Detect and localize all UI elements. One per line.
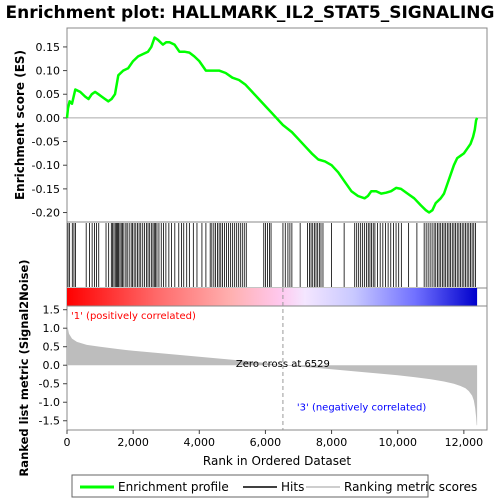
es-line: [65, 36, 479, 214]
es-y-tick-label: 0.05: [36, 88, 61, 101]
es-y-tick-label: 0.15: [36, 41, 61, 54]
metric-y-tick-label: -0.5: [39, 378, 60, 391]
es-y-tick-label: 0.10: [36, 65, 61, 78]
metric-y-tick-label: 0.5: [43, 341, 61, 354]
es-panel: 0.15 0.10 0.05 0.00 -0.05 -0.10 -0.15 -0.20 Enr…: [13, 27, 488, 223]
es-y-tick-label: -0.10: [32, 159, 60, 172]
x-axis: 0 2,000 4,000 6,000 8,000 10,000 12,000: [64, 430, 484, 449]
zero-cross-label: Zero cross at 6529: [236, 359, 330, 370]
negative-label: '3' (negatively correlated): [297, 402, 426, 413]
x-tick-label: 8,000: [316, 436, 348, 449]
x-axis-label: Rank in Ordered Dataset: [203, 454, 351, 468]
es-y-tick-label: -0.20: [32, 207, 60, 220]
es-y-tick-label: -0.05: [32, 136, 60, 149]
legend-box: [71, 474, 429, 498]
positive-label: '1' (positively correlated): [71, 311, 196, 322]
rank-color-band: [66, 287, 488, 307]
es-y-tick-label: 0.00: [36, 112, 61, 125]
metric-y-tick-label: 1.0: [43, 322, 61, 335]
metric-y-tick-label: 1.5: [43, 304, 61, 317]
es-y-axis-label: Enrichment score (ES): [13, 50, 27, 200]
legend: Enrichment profile Hits Ranking metric s…: [71, 474, 477, 498]
metric-y-tick-label: 0.0: [43, 359, 61, 372]
metric-y-tick-label: -1.0: [39, 396, 60, 409]
legend-label-hits: Hits: [281, 480, 304, 494]
metric-y-axis-label: Ranked list metric (Signal2Noise): [17, 259, 31, 476]
chart-title: Enrichment plot: HALLMARK_IL2_STAT5_SIGN…: [6, 3, 495, 23]
metric-panel-frame: [66, 305, 488, 431]
x-tick-label: 6,000: [250, 436, 282, 449]
x-tick-label: 4,000: [184, 436, 216, 449]
metric-area: [67, 309, 478, 426]
x-tick-label: 12,000: [445, 436, 484, 449]
es-y-tick-label: -0.15: [32, 183, 60, 196]
legend-label-metric: Ranking metric scores: [344, 480, 477, 494]
metric-y-tick-label: -1.5: [39, 415, 60, 428]
x-tick-label: 2,000: [117, 436, 149, 449]
legend-label-es: Enrichment profile: [118, 480, 229, 494]
x-tick-label: 10,000: [378, 436, 417, 449]
x-tick-label: 0: [64, 436, 71, 449]
hits-panel: [66, 221, 488, 289]
metric-panel: 1.5 1.0 0.5 0.0 -0.5 -1.0 -1.5 '1' (positively…: [17, 259, 488, 477]
